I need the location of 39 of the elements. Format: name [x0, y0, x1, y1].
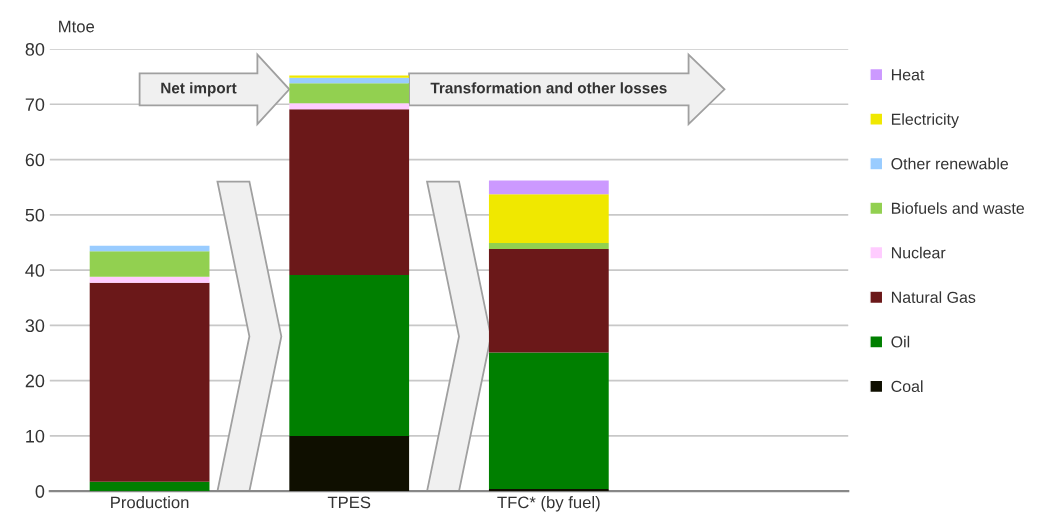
bar	[289, 435, 410, 492]
y-tick-label: 50	[25, 208, 45, 222]
bar	[488, 243, 609, 250]
y-tick-label: 20	[25, 374, 45, 388]
y-tick-label: 80	[25, 42, 45, 56]
legend-label: Heat	[891, 69, 925, 81]
bar	[488, 194, 609, 244]
bar	[89, 276, 210, 283]
x-tick-label: TPES	[327, 496, 371, 509]
bar	[289, 103, 410, 110]
bar	[89, 245, 210, 252]
bar	[289, 83, 410, 104]
y-tick-label: 30	[25, 319, 45, 333]
y-tick-label: 0	[35, 485, 45, 498]
bar	[488, 180, 609, 195]
y-tick-label: 60	[25, 153, 45, 167]
legend-label: Nuclear	[891, 246, 946, 259]
annotation: Transformation and other losses	[430, 82, 667, 94]
bar	[289, 77, 410, 84]
y-axis-title: Mtoe	[59, 20, 95, 33]
bar	[289, 275, 410, 436]
x-tick-label: TFC* (by fuel)	[497, 496, 600, 512]
legend-label: Other renewable	[891, 157, 1009, 170]
x-tick-label: Production	[111, 496, 189, 509]
y-tick-label: 70	[25, 98, 45, 111]
bar	[89, 251, 210, 277]
annotation: Net import	[161, 82, 237, 97]
legend-label: Oil	[891, 335, 910, 348]
bar	[89, 282, 210, 482]
y-tick-label: 10	[26, 429, 45, 443]
legend-label: Biofuels and waste	[891, 202, 1025, 214]
bar	[89, 481, 210, 492]
bar	[488, 488, 609, 492]
legend-label: Electricity	[891, 113, 959, 129]
y-tick-label: 40	[25, 264, 45, 277]
legend-label: Natural Gas	[891, 291, 976, 303]
bar	[289, 109, 410, 276]
bar	[289, 75, 410, 78]
legend-label: Coal	[891, 380, 923, 393]
